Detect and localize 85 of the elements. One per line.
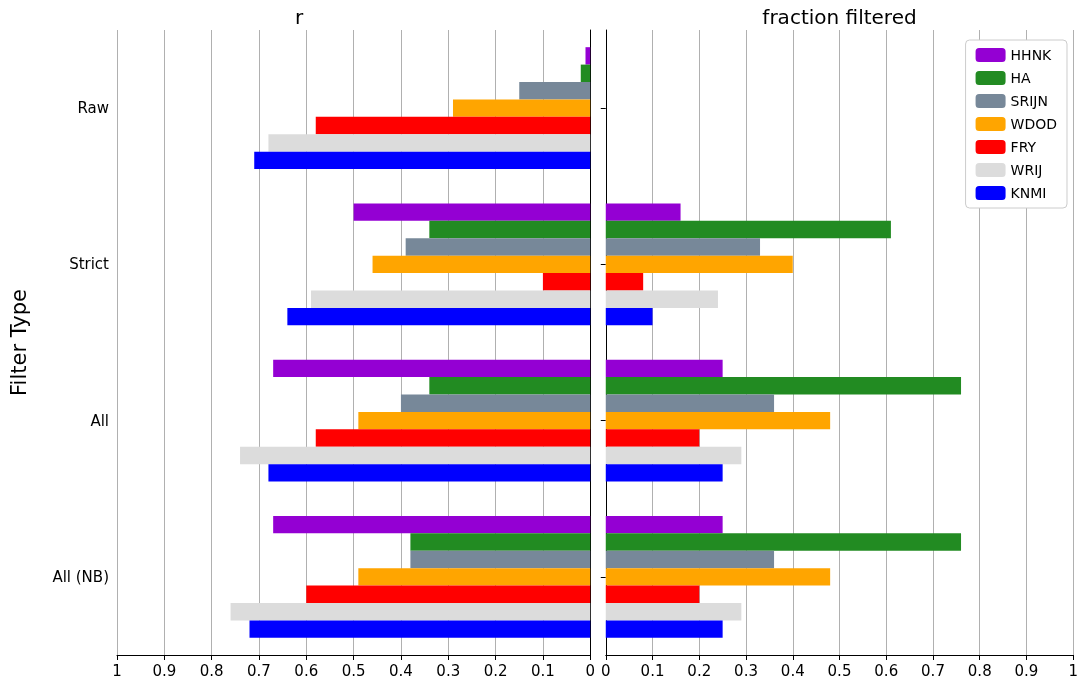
bar xyxy=(358,411,591,430)
legend-label: WDOD xyxy=(1010,116,1058,132)
bar xyxy=(605,568,831,586)
y-axis-title: Filter Type xyxy=(6,289,31,396)
bar xyxy=(452,99,591,117)
bar xyxy=(605,533,962,551)
y-tick-label: All (NB) xyxy=(52,567,109,586)
legend-label: HA xyxy=(1010,70,1032,86)
bar xyxy=(605,446,742,465)
x-tick-label: 0 xyxy=(601,661,611,680)
bar xyxy=(605,273,644,291)
bar xyxy=(605,220,891,239)
x-tick-label: 0.4 xyxy=(389,661,413,680)
x-tick-label: 0.8 xyxy=(199,661,224,680)
x-tick-label: 1 xyxy=(112,661,122,680)
x-tick-label: 0.6 xyxy=(294,661,319,680)
bar xyxy=(400,394,591,412)
bar xyxy=(410,550,591,569)
bar xyxy=(315,116,591,135)
bar xyxy=(353,203,591,221)
x-tick-label: 0.8 xyxy=(967,661,992,680)
bar xyxy=(605,377,962,395)
bar xyxy=(605,359,723,378)
bar xyxy=(429,377,591,395)
bar xyxy=(410,533,591,551)
bar xyxy=(605,238,761,256)
bar xyxy=(605,203,681,221)
bar xyxy=(273,515,591,534)
x-tick-label: 0.7 xyxy=(921,661,945,680)
bar xyxy=(254,151,591,170)
bar xyxy=(585,47,591,65)
x-tick-label: 0.5 xyxy=(827,661,852,680)
y-tick-label: Strict xyxy=(69,255,110,274)
bar xyxy=(230,602,591,621)
x-tick-label: 0.1 xyxy=(640,661,665,680)
legend-label: SRIJN xyxy=(1010,93,1048,109)
bar xyxy=(315,429,591,447)
legend-label: WRIJ xyxy=(1010,162,1043,178)
x-tick-label: 0.3 xyxy=(734,661,758,680)
bar xyxy=(405,238,591,256)
y-tick-label: All xyxy=(90,411,109,430)
x-tick-label: 0.5 xyxy=(341,661,366,680)
x-tick-label: 0.7 xyxy=(247,661,271,680)
bar xyxy=(273,359,591,378)
bar xyxy=(605,515,723,534)
legend-label: HHNK xyxy=(1010,47,1053,63)
bar xyxy=(268,134,591,152)
bar xyxy=(542,273,591,291)
bar xyxy=(358,568,591,586)
bar xyxy=(311,290,591,308)
bar xyxy=(249,620,591,638)
bar xyxy=(306,585,591,603)
x-tick-label: 0.9 xyxy=(152,661,177,680)
bar xyxy=(605,429,700,447)
bar xyxy=(605,620,723,638)
y-tick-label: Raw xyxy=(77,99,109,118)
bar xyxy=(605,585,700,603)
x-tick-label: 0 xyxy=(585,661,595,680)
bar xyxy=(605,464,723,482)
x-tick-label: 0.2 xyxy=(687,661,712,680)
bar xyxy=(605,394,775,412)
chart-title: fraction filtered xyxy=(762,5,917,29)
legend-label: FRY xyxy=(1010,139,1037,155)
x-tick-label: 0.4 xyxy=(780,661,805,680)
bar xyxy=(268,464,591,482)
bar xyxy=(287,307,591,326)
legend-label: KNMI xyxy=(1010,185,1047,201)
x-tick-label: 0.2 xyxy=(483,661,508,680)
x-tick-label: 0.6 xyxy=(874,661,899,680)
bar xyxy=(605,255,793,274)
x-tick-label: 1 xyxy=(1068,661,1078,680)
bar xyxy=(605,290,718,308)
bar xyxy=(605,550,775,569)
bar xyxy=(605,411,831,430)
chart-title: r xyxy=(294,5,304,29)
bar xyxy=(580,64,591,83)
x-tick-label: 0.1 xyxy=(530,661,555,680)
x-tick-label: 0.3 xyxy=(436,661,461,680)
bar xyxy=(240,446,591,465)
bar xyxy=(519,82,591,100)
bar xyxy=(429,220,591,239)
bar xyxy=(605,307,653,326)
x-tick-label: 0.9 xyxy=(1014,661,1039,680)
bar xyxy=(605,602,742,621)
bar xyxy=(372,255,591,274)
